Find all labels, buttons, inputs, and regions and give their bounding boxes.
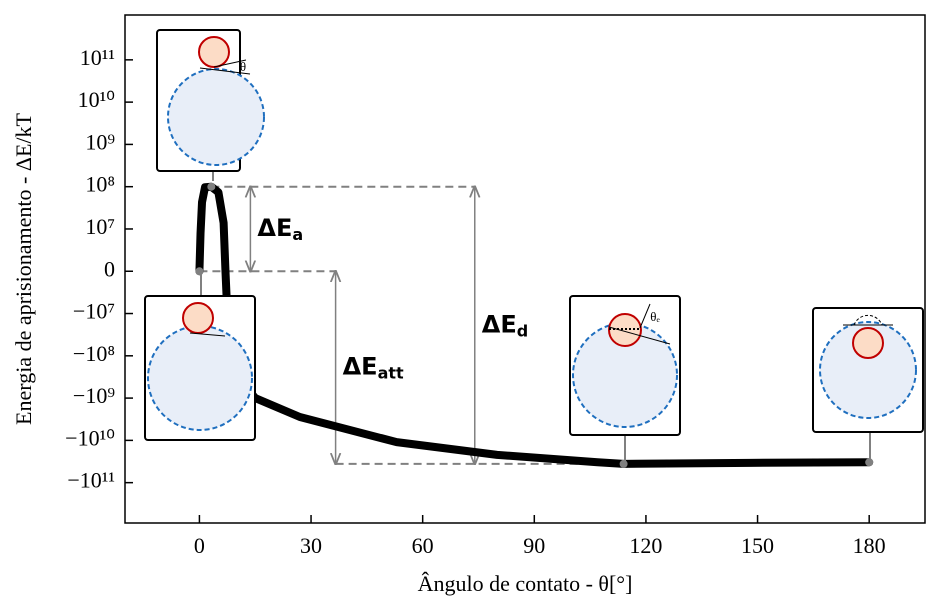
y-tick-label: −10⁸ — [73, 341, 115, 366]
x-tick-label: 120 — [629, 533, 662, 558]
annotation-subscript: att — [378, 363, 404, 382]
x-tick-label: 60 — [412, 533, 434, 558]
inset-detached — [812, 307, 924, 460]
inset-start — [144, 269, 256, 441]
annotation-label: ΔEa — [257, 214, 303, 244]
inset-equilibrium — [569, 295, 681, 462]
y-tick-label: 10⁸ — [85, 172, 115, 197]
point — [619, 459, 628, 468]
y-tick-label: 10⁹ — [85, 129, 115, 154]
annotation-subscript: d — [517, 321, 528, 340]
annotation-text: ΔE — [257, 214, 292, 242]
x-tick-label: 150 — [741, 533, 774, 558]
x-axis-label: Ângulo de contato - θ[°] — [418, 571, 633, 596]
insets: θ θₑ — [144, 29, 924, 462]
inset-peak — [156, 29, 265, 181]
annotation-subscript: a — [292, 224, 303, 243]
annotation-text: ΔE — [482, 310, 517, 338]
y-tick-label: 0 — [104, 256, 115, 281]
annotation-text: ΔE — [343, 353, 378, 381]
plot-frame — [124, 14, 926, 524]
x-tick-label: 30 — [300, 533, 322, 558]
inset-label: θ — [240, 59, 246, 74]
inset-label: θₑ — [650, 309, 660, 324]
x-tick-label: 0 — [194, 533, 205, 558]
point — [865, 458, 874, 467]
annotation-label: ΔEd — [482, 310, 528, 340]
y-tick-label: −10¹⁰ — [65, 425, 115, 450]
y-tick-label: 10¹⁰ — [78, 87, 116, 112]
y-tick-label: −10¹¹ — [67, 468, 115, 493]
y-tick-label: 10¹¹ — [80, 45, 115, 70]
y-tick-label: −10⁷ — [73, 299, 115, 324]
y-axis-label: Energia de aprisionamento - ΔE/kT — [11, 113, 36, 425]
x-tick-label: 180 — [853, 533, 886, 558]
y-tick-label: −10⁹ — [73, 383, 115, 408]
y-tick-label: 10⁷ — [85, 214, 115, 239]
x-tick-label: 90 — [523, 533, 545, 558]
point — [207, 182, 216, 191]
annotation-label: ΔEatt — [343, 353, 404, 383]
point — [195, 267, 204, 276]
